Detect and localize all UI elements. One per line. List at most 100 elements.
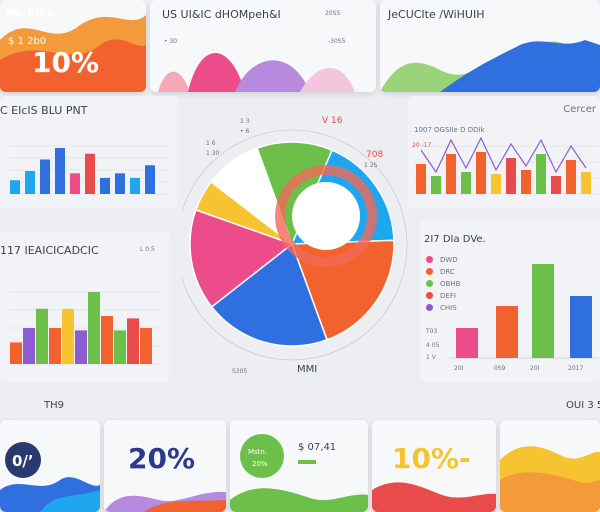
bar [581, 172, 591, 194]
pie-chart [189, 141, 395, 347]
bar [127, 318, 139, 364]
bar-right-axis-0: T03 [426, 328, 438, 335]
bottom-card-1-circle [5, 442, 41, 478]
bar [10, 342, 22, 364]
bottom-card-4-value: 10%- [392, 442, 471, 475]
pie-v-label: V 16 [322, 116, 343, 126]
bottom-card-4[interactable]: 10%- [372, 420, 496, 512]
bar [70, 173, 80, 194]
bar [461, 172, 471, 194]
bar [532, 264, 554, 358]
bottom-card-3-price: $ 07,41 [298, 442, 337, 453]
x-tick-label: 20I [530, 365, 540, 372]
top-mid-title: US UI&IC dHOMpeh&I [162, 8, 281, 21]
bar [145, 165, 155, 194]
line-right-header: Cercer [563, 104, 596, 115]
bottom-card-2[interactable]: 20% [104, 420, 226, 512]
pie-bottom-label: MMI [297, 364, 318, 375]
bottom-card-4-wave [372, 482, 496, 512]
pie-top-label-0: 1 3 [240, 118, 250, 125]
legend-label: OBHB [440, 280, 461, 288]
top-right-card[interactable]: JeCUCIte /WiHUIH [380, 0, 600, 92]
bar [23, 328, 35, 364]
bottom-card-3[interactable]: Mstn. 20% $ 07,41 [230, 420, 368, 512]
pie-slice [210, 147, 294, 247]
bar [570, 296, 592, 358]
bar [85, 153, 95, 194]
pie-area: 1 3 • 6 1 6 1 30 V 16 708 1 2S MMI S305 [182, 110, 414, 386]
bar [491, 174, 501, 194]
bottom-card-3-wave [230, 488, 368, 512]
kpi-card-top-left[interactable]: 90, Bl&o $ 1 2b0 10% [0, 0, 146, 92]
bar [49, 328, 61, 364]
bottom-card-2-wave [104, 491, 226, 512]
bar [416, 164, 426, 194]
legend-label: DRC [440, 268, 455, 276]
top-mid-sub: • 30 [164, 38, 178, 45]
bar [140, 328, 152, 364]
legend-swatch [426, 268, 433, 275]
bar [36, 308, 48, 364]
bar [40, 159, 50, 194]
bar [551, 176, 561, 194]
bar [25, 171, 35, 194]
bottom-card-3-circle [240, 434, 284, 478]
top-mid-num2: -30S5 [328, 38, 346, 45]
x-tick-label: 2017 [568, 365, 583, 372]
bottom-card-3-badge1: Mstn. [248, 448, 268, 456]
kpi-sub: $ 1 2b0 [8, 36, 47, 47]
bottom-card-3-badge2: 20% [252, 460, 268, 468]
bar [88, 292, 100, 364]
bottom-card-5[interactable] [500, 420, 600, 512]
bottom-card-1[interactable]: 0/’ [0, 420, 100, 512]
pie-inner-ring [275, 165, 377, 267]
top-mid-card[interactable]: US UI&IC dHOMpeh&I 20S5 • 30 -30S5 [150, 0, 376, 92]
bar [75, 330, 87, 364]
pie-top-label-2: 1 6 [206, 140, 216, 147]
bottom-card-3-dash [298, 460, 316, 464]
pie-hole [292, 182, 360, 250]
pie-top-label-3: 1 30 [206, 150, 220, 157]
bottom-card-1-value: 0/’ [12, 452, 34, 470]
kpi-wave-top-left [0, 15, 146, 92]
bar-chart-mid-left-card: 117 IEAICICADCIC L 0.5 [0, 232, 170, 382]
bar [566, 160, 576, 194]
bar-right-axis-1: 4 05 [426, 342, 440, 349]
bar [115, 173, 125, 194]
bar [476, 152, 486, 194]
bottom-card-2-value: 20% [128, 442, 196, 475]
x-tick-label: 20I [454, 365, 464, 372]
bar [431, 176, 441, 194]
bar-mid-left-title: 117 IEAICICADCIC [0, 244, 99, 257]
bar [536, 154, 546, 194]
bar [101, 316, 113, 364]
line-right-axis: 20 -17 [412, 142, 432, 149]
line-right-title: 1007 OGSIIe D DDIk [414, 126, 485, 134]
bar [446, 154, 456, 194]
legend-swatch [426, 292, 433, 299]
bar [496, 306, 518, 358]
section-label-right: OUI 3 5 [566, 400, 600, 411]
series-line [420, 136, 587, 174]
legend-label: DWD [440, 256, 458, 264]
top-mid-num1: 20S5 [325, 10, 341, 17]
pie-slice [189, 208, 294, 308]
legend-label: CHIS [440, 304, 457, 312]
bar-left-title: C EIcIS BLU PNT [0, 104, 88, 117]
bar-right-title: 2I7 DIa DVe. [424, 234, 486, 245]
bar-left-plot [10, 145, 170, 195]
pie-top-label-1: • 6 [240, 128, 250, 135]
x-tick-label: 0S9 [494, 365, 506, 372]
bar [55, 148, 65, 194]
bottom-card-5-wave [500, 446, 600, 512]
top-right-area [380, 40, 600, 92]
line-chart-right-card: Cercer 1007 OGSIIe D DDIk 20 -17 [408, 96, 600, 208]
bar [521, 170, 531, 194]
bar-right-axis-2: 1 V [426, 354, 436, 361]
kpi-title: 90, Bl&o [6, 8, 54, 19]
bar [100, 177, 110, 194]
bar-chart-right-card: 2I7 DIa DVe. DWD DRC OBHB DEFI CHIS T03 4 05… [420, 220, 600, 382]
top-right-title: JeCUCIte /WiHUIH [388, 8, 485, 21]
pie-right-label: 708 [366, 150, 384, 160]
bar [62, 308, 74, 364]
